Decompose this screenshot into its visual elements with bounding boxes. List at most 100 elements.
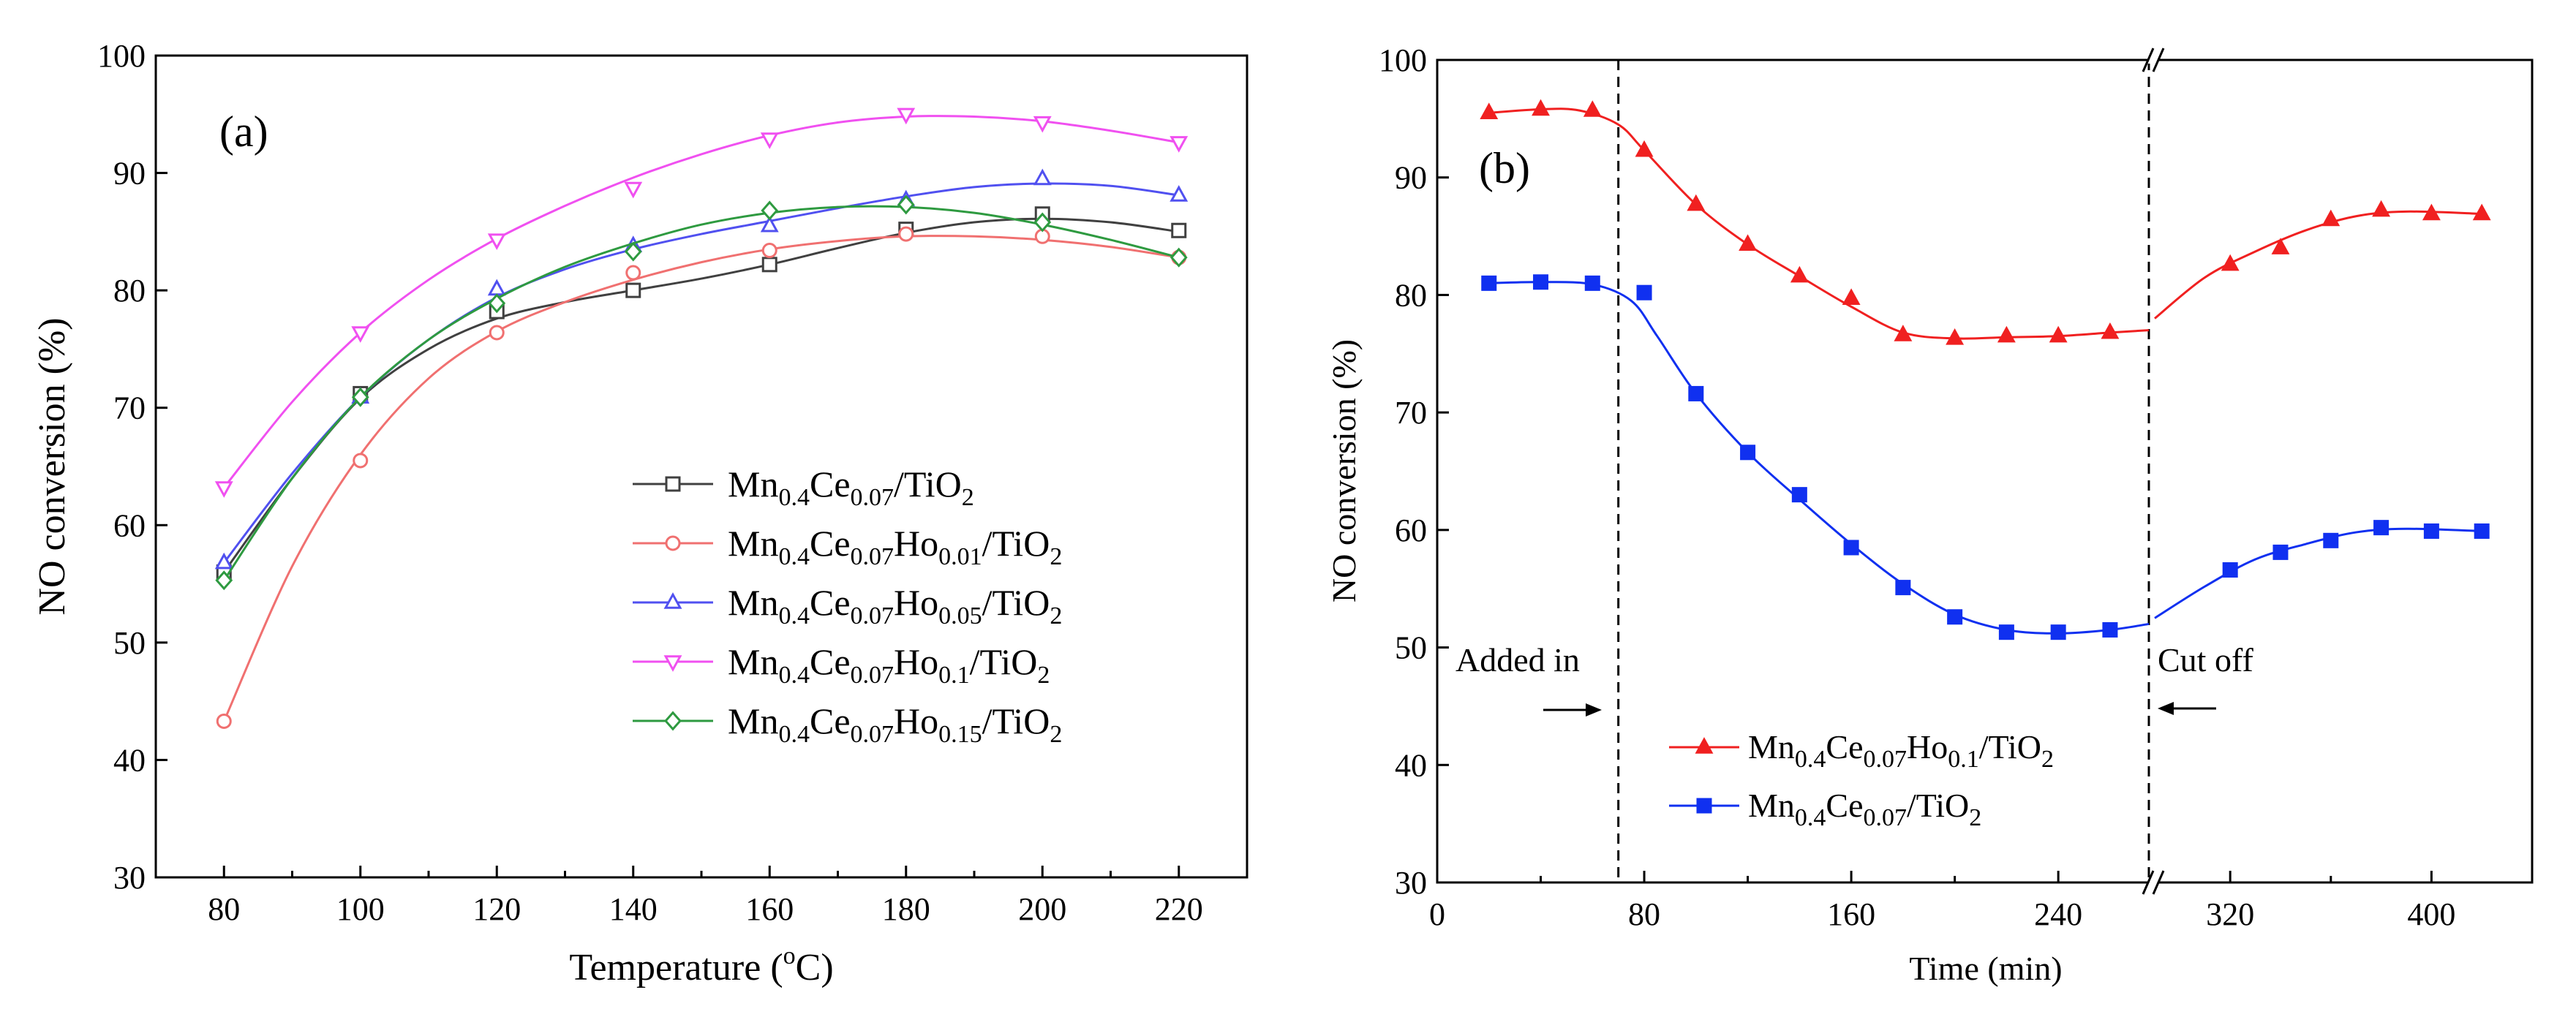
plot-frame-a (154, 54, 1249, 879)
series-b (1480, 99, 2491, 640)
data-point-b (1533, 274, 1549, 290)
data-point-b (1842, 288, 1861, 305)
data-point-b (2222, 562, 2238, 578)
series-line-a (222, 235, 1179, 722)
x-tick-label-b: 320 (2206, 896, 2254, 932)
data-point-a (1171, 222, 1187, 238)
data-point-b (1481, 275, 1497, 291)
x-ticks-b: 0 80 160 240 320 400 (1429, 871, 2534, 932)
y-tick-label-b: 40 (1395, 747, 1427, 783)
data-point-a (624, 181, 643, 199)
x-tick-label-b: 400 (2407, 896, 2455, 932)
legend-b: Mn0.4Ce0.07Ho0.1/TiO2 Mn0.4Ce0.07/TiO2 (1669, 728, 2054, 831)
y-tick-label-b: 70 (1395, 395, 1427, 431)
data-point-b (1740, 445, 1756, 461)
plot-frame-b (1436, 58, 2534, 884)
data-point-a (488, 293, 506, 314)
data-point-a (761, 243, 777, 259)
data-point-b (1636, 284, 1652, 300)
axis-break-mark (2142, 870, 2155, 895)
y-tick-label-b: 30 (1395, 865, 1427, 901)
data-point-b (1480, 102, 1499, 120)
data-point-b (1895, 580, 1911, 596)
data-point-b (1947, 609, 1963, 625)
y-tick-label-b: 100 (1379, 42, 1427, 78)
data-point-b (1843, 540, 1859, 556)
annotation-added-in: Added in (1455, 641, 1580, 678)
data-point-a (898, 226, 914, 242)
data-point-b (1635, 140, 1654, 157)
data-point-a (624, 241, 642, 262)
data-point-b (2323, 532, 2339, 548)
data-point-a (761, 200, 779, 221)
series-line-b (1488, 281, 2150, 635)
data-point-b (2102, 621, 2118, 638)
legend-label-a: Mn0.4Ce0.07Ho0.15/TiO2 (728, 700, 1062, 748)
axis-break-mark (2152, 48, 2165, 72)
data-point-b (1532, 99, 1550, 116)
data-point-a (214, 552, 233, 570)
legend-marker-a (665, 476, 681, 492)
y-tick-label-a: 100 (97, 38, 146, 74)
y-tick-label-a: 80 (113, 273, 146, 309)
chart-panel-b: 30 40 50 60 70 80 90 100 0 80 160 240 320 400 (b) Ti… (1325, 42, 2534, 987)
x-tick-label-a: 160 (745, 891, 794, 927)
data-point-b (2472, 203, 2491, 221)
series-line-b (2154, 210, 2482, 320)
y-axis-title-a: NO conversion (%) (31, 317, 73, 615)
panel-label-a: (a) (219, 107, 268, 156)
data-point-a (214, 481, 233, 498)
y-tick-label-b: 50 (1395, 630, 1427, 666)
data-point-b (1790, 265, 1809, 283)
data-point-a (487, 233, 506, 251)
data-point-b (1688, 385, 1704, 401)
data-point-a (487, 279, 506, 296)
series-line-b (1488, 107, 2150, 340)
data-point-b (2221, 254, 2240, 271)
data-point-a (489, 325, 505, 341)
data-point-b (2373, 520, 2389, 536)
axis-break-gap (2147, 879, 2159, 886)
legend-marker-a (663, 655, 682, 672)
legend-label-a: Mn0.4Ce0.07Ho0.1/TiO2 (728, 641, 1050, 689)
data-point-a (760, 215, 779, 232)
data-point-b (1739, 234, 1758, 252)
chart-panel-a: 30 40 50 60 70 80 90 100 80 100 120 140 160 180 200 22… (31, 38, 1249, 988)
x-tick-label-a: 220 (1155, 891, 1203, 927)
data-point-a (761, 257, 777, 273)
legend-marker-a (665, 535, 681, 551)
data-point-b (1791, 487, 1807, 503)
axis-break-gap (2147, 56, 2159, 64)
data-point-b (2271, 238, 2290, 254)
data-point-a (1033, 168, 1052, 186)
x-axis-title-a: Temperature (oC) (569, 942, 833, 988)
data-point-b (2423, 523, 2439, 539)
series-line-b (2154, 527, 2482, 619)
data-point-a (625, 265, 641, 281)
y-ticks-a: 30 40 50 60 70 80 90 100 (97, 38, 167, 896)
x-tick-label-a: 180 (882, 891, 930, 927)
data-point-a (1033, 212, 1052, 232)
y-tick-label-a: 50 (113, 625, 146, 661)
data-point-a (1170, 185, 1189, 202)
x-tick-label-b: 240 (2034, 896, 2082, 932)
data-point-b (2050, 624, 2066, 640)
data-point-b (2321, 209, 2340, 227)
legend-marker-a (664, 711, 682, 731)
data-point-a (1033, 116, 1052, 133)
x-tick-label-a: 100 (336, 891, 385, 927)
legend-label-a: Mn0.4Ce0.07Ho0.01/TiO2 (728, 523, 1062, 570)
data-point-b (1894, 325, 1913, 341)
x-axis-title-b: Time (min) (1909, 950, 2062, 987)
legend-label-b: Mn0.4Ce0.07/TiO2 (1748, 787, 1981, 831)
marker-lines-b (1617, 60, 2150, 882)
x-tick-label-b: 80 (1628, 896, 1660, 932)
x-tick-label-a: 80 (208, 891, 240, 927)
x-tick-label-b: 160 (1827, 896, 1875, 932)
data-point-a (351, 387, 369, 407)
y-tick-label-b: 80 (1395, 277, 1427, 313)
data-point-a (897, 194, 915, 215)
y-tick-label-a: 90 (113, 156, 146, 192)
annotations-b: Added in Cut off (1455, 641, 2253, 717)
